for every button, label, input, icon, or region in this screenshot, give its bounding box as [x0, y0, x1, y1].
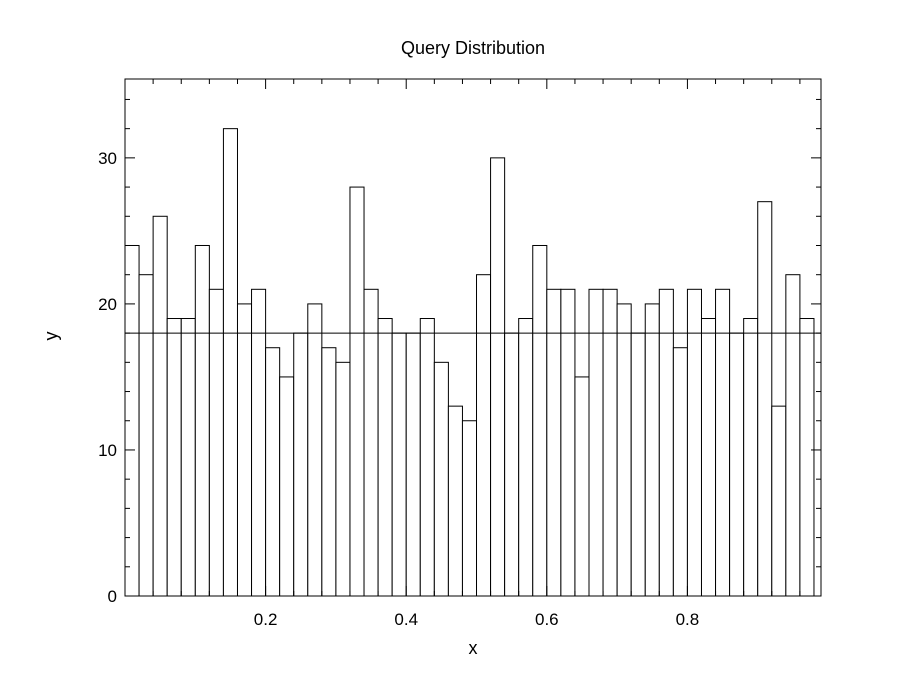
- bar: [377, 318, 393, 597]
- bar: [251, 288, 267, 597]
- bar: [532, 244, 548, 597]
- bar: [729, 332, 745, 597]
- bar: [180, 318, 196, 597]
- bar: [616, 303, 632, 597]
- bar: [574, 376, 590, 597]
- plot-frame: [124, 78, 822, 597]
- bar: [672, 347, 688, 597]
- bar: [799, 318, 815, 597]
- y-tick-label: 30: [98, 149, 117, 168]
- bar: [461, 420, 478, 597]
- bar: [602, 288, 618, 597]
- bar: [307, 303, 323, 597]
- bar: [518, 318, 534, 597]
- bar: [152, 215, 168, 597]
- bar: [293, 332, 309, 597]
- bar: [490, 157, 506, 597]
- x-tick-label: 0.4: [394, 610, 418, 629]
- bar: [658, 288, 674, 597]
- bar: [208, 288, 224, 597]
- ticks-group: [125, 79, 821, 597]
- y-tick-label: 10: [98, 441, 117, 460]
- bar: [476, 274, 492, 597]
- bar: [222, 128, 238, 597]
- x-tick-label: 0.6: [535, 610, 559, 629]
- bar: [757, 201, 773, 597]
- bar: [349, 186, 365, 597]
- bars-group: [124, 128, 815, 597]
- bar: [644, 303, 660, 597]
- bar: [405, 332, 421, 597]
- bar: [166, 318, 182, 597]
- y-tick-label: 0: [108, 587, 117, 606]
- y-axis-title: y: [41, 332, 61, 341]
- bar: [391, 332, 407, 597]
- bar: [630, 332, 646, 597]
- bar: [715, 288, 731, 597]
- chart-title: Query Distribution: [401, 38, 545, 58]
- bar: [138, 274, 154, 597]
- x-axis-title: x: [469, 638, 478, 658]
- bar: [743, 318, 759, 597]
- y-tick-label: 20: [98, 295, 117, 314]
- bar: [700, 318, 717, 597]
- bar: [546, 288, 562, 597]
- bar: [194, 244, 210, 597]
- bar: [504, 332, 520, 597]
- bar: [588, 288, 604, 597]
- bar: [236, 303, 253, 597]
- bar: [335, 361, 351, 597]
- x-tick-label: 0.8: [676, 610, 700, 629]
- tick-labels-group: 0.2 0.4 0.6 0.8 0 10 20 30: [98, 149, 699, 629]
- bar: [363, 288, 379, 597]
- bar: [265, 347, 281, 597]
- bar: [419, 318, 435, 597]
- bar: [321, 347, 337, 597]
- x-tick-label: 0.2: [254, 610, 278, 629]
- bar: [447, 405, 463, 597]
- bar: [560, 288, 576, 597]
- bar: [771, 405, 787, 597]
- bar: [279, 376, 295, 597]
- bar: [686, 288, 702, 597]
- bar: [433, 361, 449, 597]
- bar: [785, 274, 801, 597]
